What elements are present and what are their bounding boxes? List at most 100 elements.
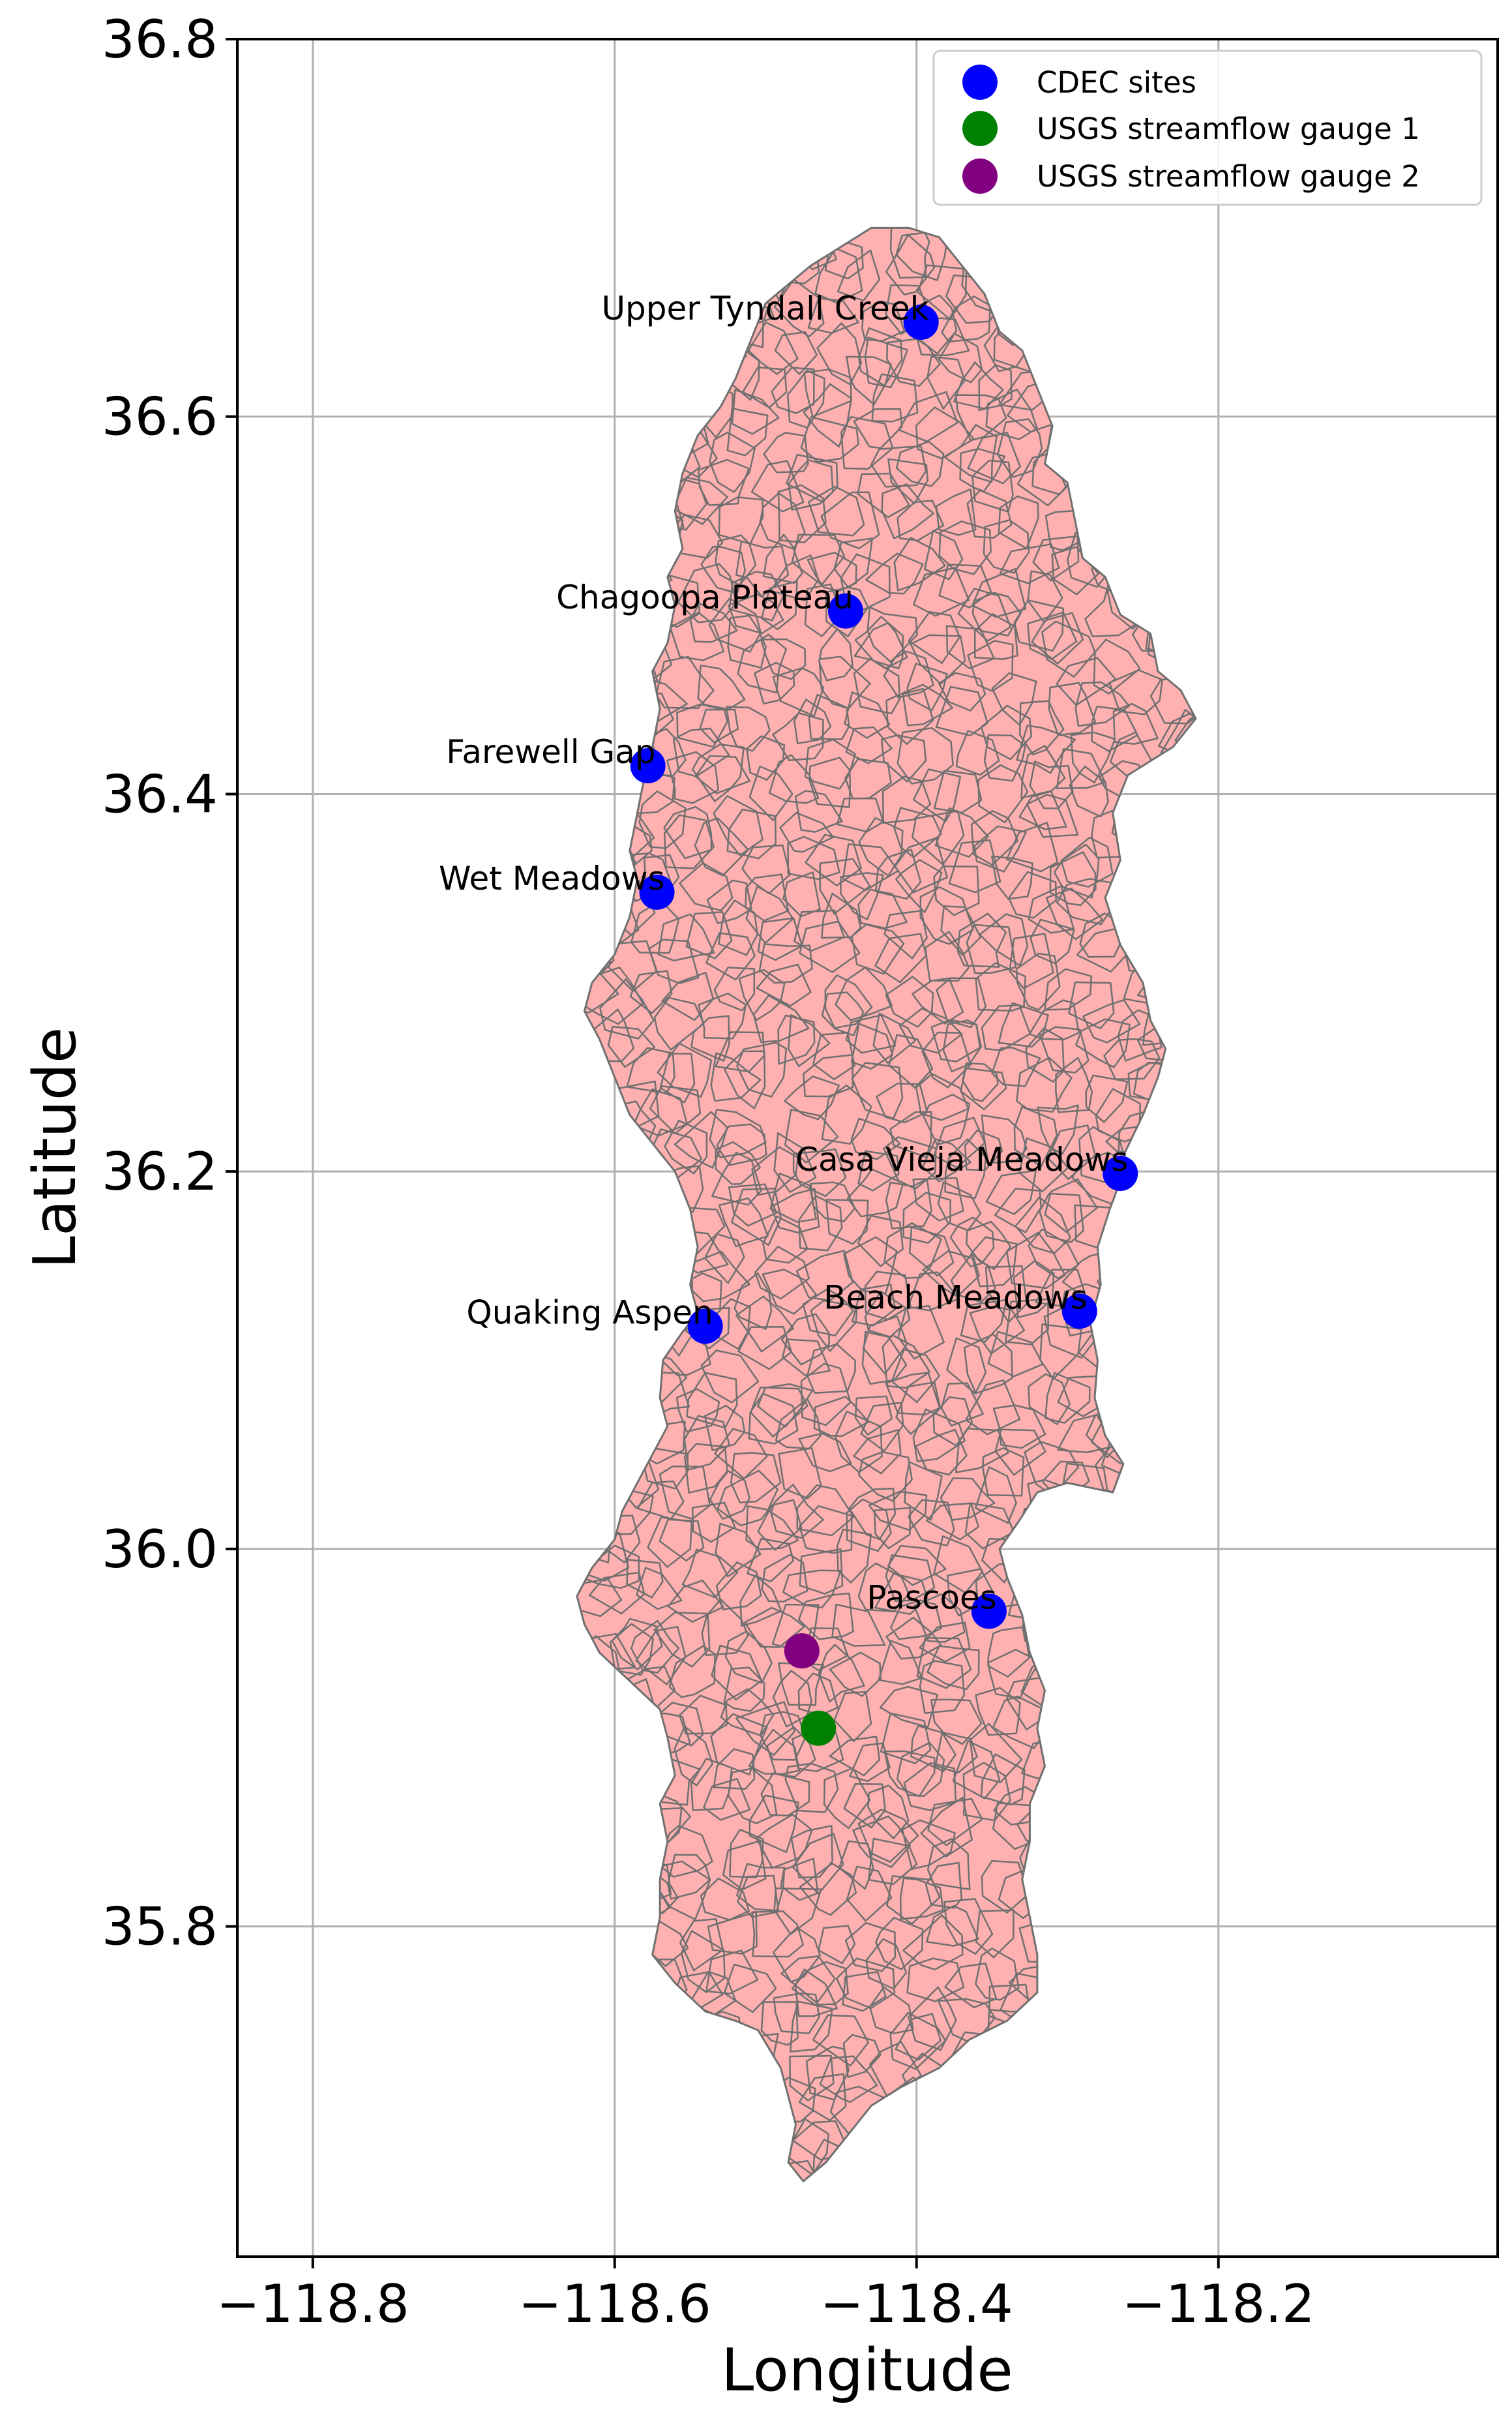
subbasin-boundary: [722, 1840, 767, 1891]
subbasin-boundary: [933, 1117, 986, 1169]
subbasin-boundary: [791, 1961, 849, 2006]
subbasin-boundary: [1049, 851, 1097, 907]
subbasin-boundary: [898, 1008, 963, 1054]
subbasin-boundary: [715, 534, 757, 586]
subbasin-boundary: [858, 817, 904, 877]
subbasin-boundary: [1048, 682, 1097, 736]
subbasin-boundary: [908, 1499, 955, 1546]
subbasin-boundary: [630, 899, 680, 954]
subbasin-boundary: [636, 1480, 685, 1520]
subbasin-boundary: [668, 1645, 716, 1698]
subbasin-boundary: [794, 1968, 838, 2017]
subbasin-boundary: [803, 383, 853, 448]
subbasin-boundary: [792, 1148, 847, 1197]
subbasin-boundary: [878, 1640, 923, 1685]
y-tick-label: 36.2: [102, 1141, 218, 1202]
subbasin-boundary: [748, 1392, 799, 1445]
y-tick-label: 36.8: [102, 9, 218, 70]
subbasin-boundary: [935, 488, 977, 536]
subbasin-boundary: [737, 1326, 793, 1370]
site-markers: [630, 305, 1138, 1746]
subbasin-boundary: [760, 1772, 810, 1817]
subbasin-boundary: [850, 1117, 901, 1160]
subbasin-boundary: [1174, 705, 1196, 755]
subbasin-boundary: [853, 657, 901, 715]
subbasin-boundary: [966, 489, 1013, 539]
subbasin-boundary: [704, 1404, 746, 1451]
subbasin-boundary: [950, 1253, 996, 1303]
subbasin-boundary: [886, 1875, 941, 1925]
subbasin-boundary: [648, 939, 700, 984]
y-tick-label: 36.4: [102, 764, 218, 824]
subbasin-boundary: [1013, 599, 1065, 652]
subbasin-boundary: [915, 406, 975, 460]
subbasin-boundary: [973, 613, 1018, 660]
subbasin-boundary: [850, 1023, 894, 1070]
subbasin-boundary: [1112, 702, 1159, 745]
subbasin-boundary: [885, 687, 934, 745]
subbasin-boundary: [838, 1840, 874, 1890]
plot-frame: [236, 38, 1499, 2258]
subbasin-boundary: [955, 730, 1000, 776]
subbasin-boundary: [879, 1685, 939, 1728]
subbasin-boundary: [626, 1559, 664, 1599]
subbasin-boundary: [717, 899, 758, 956]
subbasin-boundary: [690, 1015, 730, 1062]
subbasin-boundary: [657, 1042, 713, 1098]
subbasin-boundary: [1026, 794, 1079, 838]
subbasin-boundary: [1026, 611, 1078, 660]
subbasin-boundary: [808, 757, 852, 809]
subbasin-boundary: [910, 634, 966, 685]
subbasin-boundary: [887, 458, 929, 505]
subbasin-boundary: [1028, 999, 1080, 1041]
subbasin-boundary: [963, 1333, 1013, 1394]
subbasin-boundary: [735, 1701, 795, 1756]
subbasin-boundary: [729, 1828, 764, 1878]
watershed-outline: [576, 226, 1197, 2182]
subbasin-boundary: [889, 228, 930, 279]
subbasin-boundary: [955, 394, 1007, 442]
subbasin-boundary: [1103, 1038, 1161, 1080]
subbasin-boundary: [698, 459, 750, 506]
subbasin-boundary: [819, 2055, 878, 2103]
subbasin-boundary: [749, 1794, 799, 1854]
subbasin-boundary: [690, 1758, 733, 1812]
subbasin-boundary: [934, 807, 989, 858]
subbasin-boundary: [885, 1616, 942, 1660]
y-tick-label: 36.0: [102, 1519, 218, 1580]
legend-label-usgs-2: USGS streamflow gauge 2: [1037, 159, 1420, 194]
subbasin-boundary: [746, 735, 786, 781]
subbasin-boundary: [1053, 843, 1100, 899]
subbasin-boundary: [736, 1042, 788, 1098]
subbasin-boundary: [1013, 1106, 1058, 1167]
subbasin-boundary: [991, 1046, 1041, 1087]
subbasin-boundary: [745, 886, 794, 944]
subbasin-boundary: [999, 543, 1060, 584]
subbasin-boundary: [789, 2054, 835, 2101]
legend-frame: [932, 50, 1483, 206]
subbasin-boundary: [821, 991, 865, 1036]
subbasin-boundary: [867, 1837, 918, 1886]
subbasin-boundary: [1028, 1228, 1080, 1280]
subbasin-boundary: [925, 1861, 963, 1909]
subbasin-boundary: [857, 1214, 904, 1267]
subbasin-boundary: [647, 1516, 693, 1568]
subbasin-boundary: [664, 1119, 708, 1175]
subbasin-boundary: [1093, 639, 1141, 695]
subbasin-boundary: [1013, 1259, 1055, 1319]
subbasin-boundary: [872, 1012, 916, 1064]
subbasin-boundary: [779, 811, 834, 853]
subbasin-boundary: [985, 1265, 1028, 1323]
subbasin-boundary: [751, 1910, 804, 1958]
subbasin-boundary: [980, 1753, 1026, 1806]
subbasin-boundary: [784, 1109, 839, 1164]
subbasin-boundary: [689, 602, 738, 643]
subbasin-boundary: [932, 1396, 973, 1447]
subbasin-boundary: [868, 1986, 914, 2034]
subbasin-boundary: [745, 873, 790, 922]
subbasin-boundary: [1091, 705, 1138, 752]
subbasin-boundary: [997, 418, 1043, 478]
subbasin-boundary: [1032, 535, 1080, 582]
site-marker: [639, 874, 675, 910]
subbasin-boundary: [875, 1917, 924, 1970]
